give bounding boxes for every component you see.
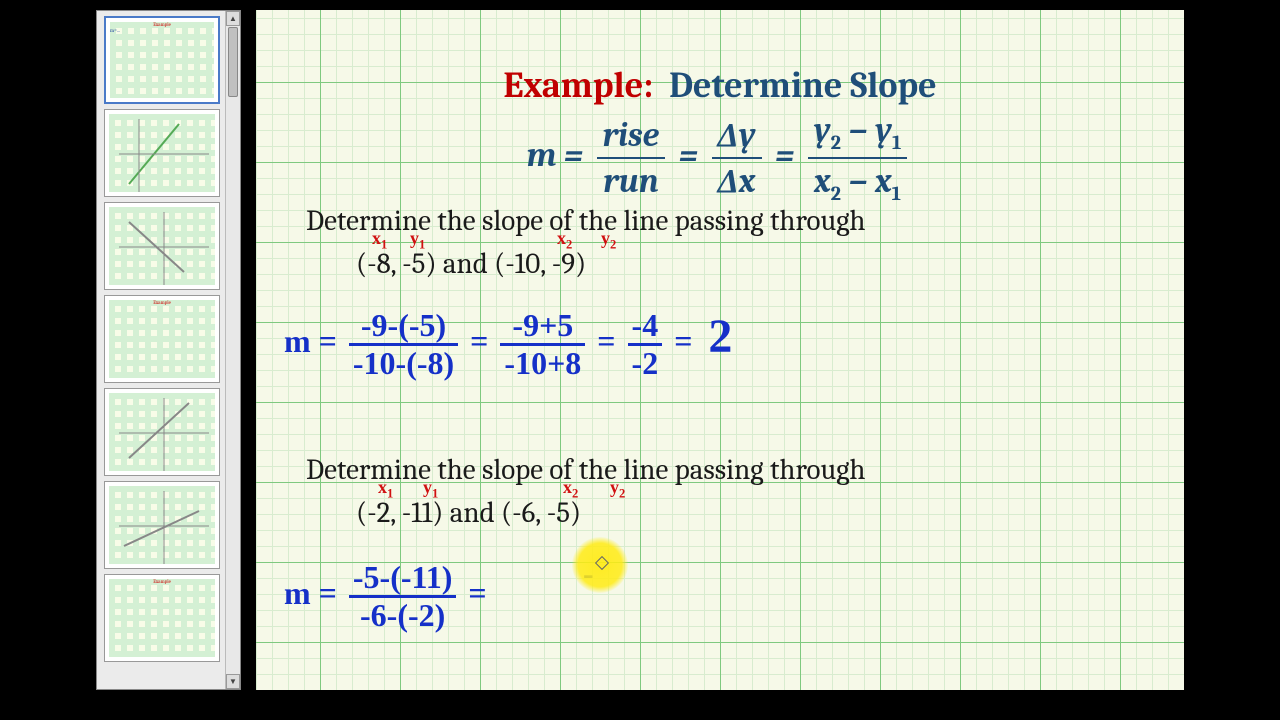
p1-ann-y2: y2 xyxy=(601,228,616,253)
p1-eq2: = xyxy=(597,323,615,359)
p2-ann-x2: x2 xyxy=(563,477,578,502)
p1-ann-x1: x1 xyxy=(372,228,387,253)
p2-work: m = -5-(-11) -6-(-2) = xyxy=(284,560,487,633)
p1-answer: 2 xyxy=(708,310,732,363)
formula-eq1: = xyxy=(564,135,583,175)
slide-thumbnail-6[interactable] xyxy=(104,481,220,569)
formula-m: m xyxy=(527,135,557,175)
slope-formula: m = rise run = Δy Δx = y2 − y1 x2 − x1 xyxy=(256,110,1184,206)
slide-thumbnail-5[interactable] xyxy=(104,388,220,476)
p1-work: m = -9-(-5) -10-(-8) = -9+5 -10+8 = -4 -… xyxy=(284,308,732,381)
slide-thumbnail-1[interactable]: Examplem=... xyxy=(104,16,220,104)
p1-frac2: -9+5 -10+8 xyxy=(500,308,585,381)
p2-frac1: -5-(-11) -6-(-2) xyxy=(349,560,457,633)
formula-dy: Δy xyxy=(712,115,762,159)
p1-eq3: = xyxy=(674,323,692,359)
slide-thumbnail-7[interactable]: Example xyxy=(104,574,220,662)
problem2-points: (-2, -11) and (-6, -5) xyxy=(356,497,581,530)
thumbnail-scrollbar[interactable]: ▲ ▼ xyxy=(225,11,240,689)
title-example: Example: xyxy=(503,65,653,106)
title-determine: Determine Slope xyxy=(669,65,937,106)
slide-thumbnail-3[interactable] xyxy=(104,202,220,290)
formula-eq3: = xyxy=(775,135,794,175)
formula-num-y: y2 − y1 xyxy=(808,110,907,159)
formula-run: run xyxy=(597,159,666,201)
scroll-down-button[interactable]: ▼ xyxy=(226,674,240,689)
slide-thumbnail-2[interactable] xyxy=(104,109,220,197)
problem1-points: (-8, -5) and (-10, -9) xyxy=(356,248,586,281)
p1-frac3: -4 -2 xyxy=(628,308,663,381)
scroll-up-button[interactable]: ▲ xyxy=(226,11,240,26)
formula-eq2: = xyxy=(679,135,698,175)
p1-ann-x2: x2 xyxy=(557,228,572,253)
formula-rise: rise xyxy=(597,115,666,159)
slide-title: Example: Determine Slope xyxy=(256,65,1184,106)
p2-ann-x1: x1 xyxy=(378,477,393,502)
formula-den-x: x2 − x1 xyxy=(808,159,907,206)
p2-ann-y2: y2 xyxy=(610,477,625,502)
frac-y2y1: y2 − y1 x2 − x1 xyxy=(808,110,907,206)
frac-delta: Δy Δx xyxy=(712,115,762,201)
p1-frac1: -9-(-5) -10-(-8) xyxy=(349,308,458,381)
p1-ann-y1: y1 xyxy=(410,228,425,253)
slide-canvas: Example: Determine Slope m = rise run = … xyxy=(256,10,1184,690)
p1-eq1: = xyxy=(470,323,488,359)
formula-dx: Δx xyxy=(712,159,762,201)
slide-thumbnail-4[interactable]: Example xyxy=(104,295,220,383)
p2-eq1: = xyxy=(468,575,486,611)
p2-m: m = xyxy=(284,575,337,611)
thumbnail-list: Examplem=... Example Example xyxy=(97,11,227,689)
p2-ann-y1: y1 xyxy=(423,477,438,502)
frac-rise-run: rise run xyxy=(597,115,666,201)
thumbnail-panel: Examplem=... Example Example ▲ ▼ xyxy=(96,10,241,690)
scrollbar-thumb[interactable] xyxy=(228,27,238,97)
problem1-text: Determine the slope of the line passing … xyxy=(306,205,865,238)
p1-m: m = xyxy=(284,323,337,359)
